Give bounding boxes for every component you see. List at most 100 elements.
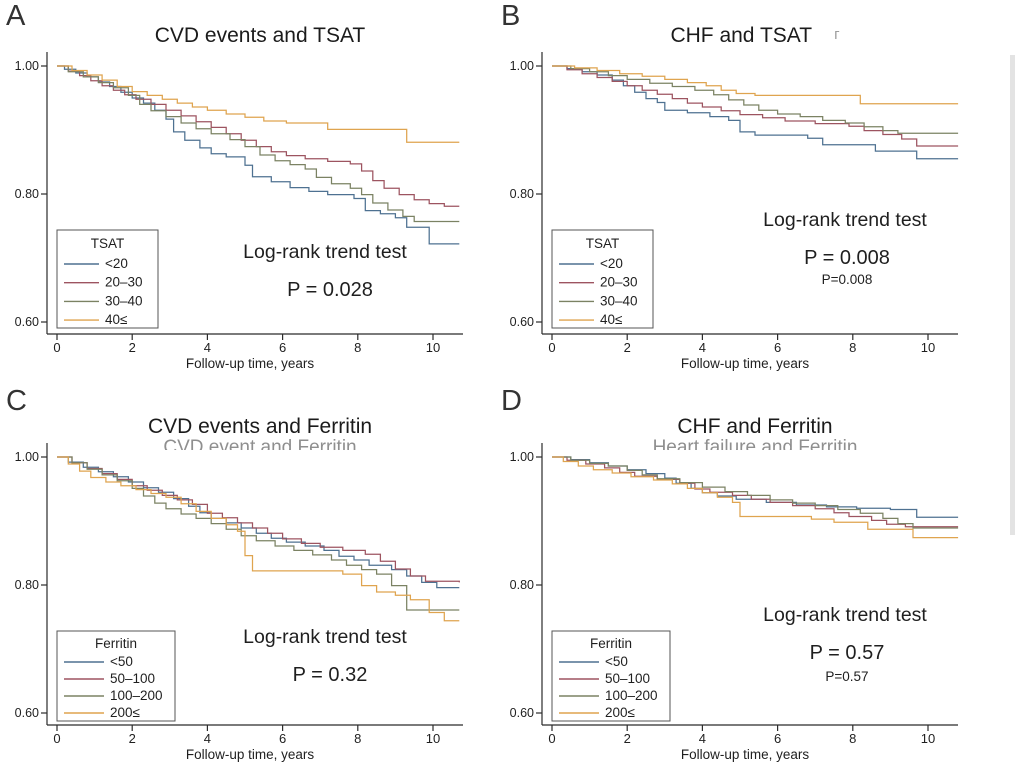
y-tick-label: 1.00 xyxy=(15,450,39,464)
legend-label-100–200: 100–200 xyxy=(110,688,163,703)
panel-corner-label-a: A xyxy=(6,0,26,32)
panel-title-text: CVD events and Ferritin xyxy=(147,415,373,438)
x-tick-label: 2 xyxy=(129,731,136,746)
panel-title-c: CVD events and Ferritin xyxy=(57,415,463,439)
x-tick-label: 6 xyxy=(774,731,781,746)
annotation-logrank: Log-rank trend test xyxy=(763,604,927,626)
x-axis-label: Follow-up time, years xyxy=(186,356,315,371)
x-tick-label: 0 xyxy=(548,731,555,746)
x-tick-label: 8 xyxy=(849,340,856,355)
legend-label-200≤: 200≤ xyxy=(605,705,635,720)
panel-title-a: CVD events and TSAT xyxy=(57,24,463,48)
panel-title-text: CHF and TSAT xyxy=(670,24,813,47)
x-tick-label: 10 xyxy=(921,340,935,355)
annotation-pvalue: P = 0.32 xyxy=(293,664,368,686)
legend-label-<50: <50 xyxy=(605,654,628,669)
panel-corner-label-b: B xyxy=(501,0,521,32)
annotation-ghost-pvalue: P=0.57 xyxy=(825,669,868,684)
x-tick-label: 8 xyxy=(849,731,856,746)
panel-corner-label-c: C xyxy=(6,385,27,417)
legend-label-100–200: 100–200 xyxy=(605,688,658,703)
legend-title: TSAT xyxy=(586,236,620,251)
legend-label-40≤: 40≤ xyxy=(105,312,127,327)
x-tick-label: 2 xyxy=(129,340,136,355)
x-tick-label: 4 xyxy=(699,340,706,355)
km-curve-<50 xyxy=(57,456,460,589)
legend-label-<20: <20 xyxy=(105,256,128,271)
km-curve-40≤ xyxy=(552,65,959,105)
ghost-title-artifact: Heart failure and Ferritin xyxy=(652,438,858,450)
legend-label-<50: <50 xyxy=(110,654,133,669)
x-axis-label: Follow-up time, years xyxy=(681,356,810,371)
panel-title-text: CVD events and TSAT xyxy=(154,24,366,47)
legend-label-50–100: 50–100 xyxy=(110,671,155,686)
x-tick-label: 2 xyxy=(624,340,631,355)
legend-box xyxy=(551,630,671,722)
km-curve-200≤ xyxy=(57,456,460,622)
y-tick-label: 0.60 xyxy=(15,706,39,720)
km-curve-30–40 xyxy=(552,65,959,134)
x-tick-label: 8 xyxy=(354,731,361,746)
legend-title: Ferritin xyxy=(590,636,632,651)
y-tick-label: 0.80 xyxy=(510,187,534,201)
legend-label-200≤: 200≤ xyxy=(110,705,140,720)
y-tick-label: 0.60 xyxy=(510,315,534,329)
y-tick-label: 1.00 xyxy=(510,450,534,464)
x-tick-label: 0 xyxy=(548,340,555,355)
y-tick-label: 0.60 xyxy=(510,706,534,720)
annotation-ghost-pvalue: P=0.008 xyxy=(822,272,873,287)
annotation-logrank: Log-rank trend test xyxy=(243,241,407,263)
annotation-pvalue: P = 0.008 xyxy=(804,247,890,269)
x-tick-label: 8 xyxy=(354,340,361,355)
legend-box xyxy=(56,630,176,722)
legend-label-<20: <20 xyxy=(600,256,623,271)
x-tick-label: 6 xyxy=(279,340,286,355)
y-tick-label: 0.60 xyxy=(15,315,39,329)
panel-title-b: CHF and TSAT г xyxy=(552,24,958,48)
y-tick-label: 0.80 xyxy=(15,578,39,592)
x-tick-label: 2 xyxy=(624,731,631,746)
km-plot-a: 1.00 0.80 0.60 0 2 4 6 8 10 Follow-up time, years… xyxy=(15,52,463,371)
x-axis-label: Follow-up time, years xyxy=(681,747,810,762)
panel-title-text: CHF and Ferritin xyxy=(677,415,833,438)
legend-title: TSAT xyxy=(91,236,125,251)
y-tick-label: 1.00 xyxy=(15,59,39,73)
x-tick-label: 4 xyxy=(204,731,211,746)
y-tick-label: 0.80 xyxy=(15,187,39,201)
x-tick-label: 6 xyxy=(774,340,781,355)
legend-box xyxy=(56,229,159,329)
km-curve-<20 xyxy=(57,65,460,245)
y-tick-label: 0.80 xyxy=(510,578,534,592)
panel-d: D CHF and Ferritin Heart failure and Fer… xyxy=(495,385,1015,769)
legend-label-50–100: 50–100 xyxy=(605,671,650,686)
km-curve-<20 xyxy=(552,65,959,160)
panel-title-d: CHF and Ferritin xyxy=(552,415,958,439)
legend-label-20–30: 20–30 xyxy=(105,275,143,290)
x-tick-label: 4 xyxy=(204,340,211,355)
annotation-logrank: Log-rank trend test xyxy=(763,209,927,231)
annotation-pvalue: P = 0.028 xyxy=(287,279,373,301)
panel-b: B CHF and TSAT г 1.00 0.80 0.60 0 2 4 6 8 10 Follo… xyxy=(495,0,1015,385)
legend-label-20–30: 20–30 xyxy=(600,275,638,290)
km-curve-30–40 xyxy=(57,65,460,223)
km-curve-100–200 xyxy=(552,456,959,529)
legend-label-40≤: 40≤ xyxy=(600,312,622,327)
panel-c: C CVD events and Ferritin CVD event and … xyxy=(0,385,507,769)
x-tick-label: 0 xyxy=(53,340,60,355)
panel-corner-label-d: D xyxy=(501,385,522,417)
x-tick-label: 10 xyxy=(426,340,440,355)
x-tick-label: 0 xyxy=(53,731,60,746)
x-tick-label: 4 xyxy=(699,731,706,746)
x-tick-label: 6 xyxy=(279,731,286,746)
panel-a: A CVD events and TSAT 1.00 0.80 0.60 0 2 4 6 8 1… xyxy=(0,0,507,385)
ghost-title-artifact: CVD event and Ferritin xyxy=(163,438,357,450)
km-curve-100–200 xyxy=(57,456,460,611)
km-plot-c: 1.00 0.80 0.60 0 2 4 6 8 10 Follow-up time, years… xyxy=(15,443,463,762)
annotation-logrank: Log-rank trend test xyxy=(243,626,407,648)
km-curve-20–30 xyxy=(552,65,959,147)
km-curve-40≤ xyxy=(57,65,460,143)
x-tick-label: 10 xyxy=(921,731,935,746)
km-plot-b: 1.00 0.80 0.60 0 2 4 6 8 10 Follow-up time, years… xyxy=(510,52,959,371)
legend-label-30–40: 30–40 xyxy=(105,293,143,308)
